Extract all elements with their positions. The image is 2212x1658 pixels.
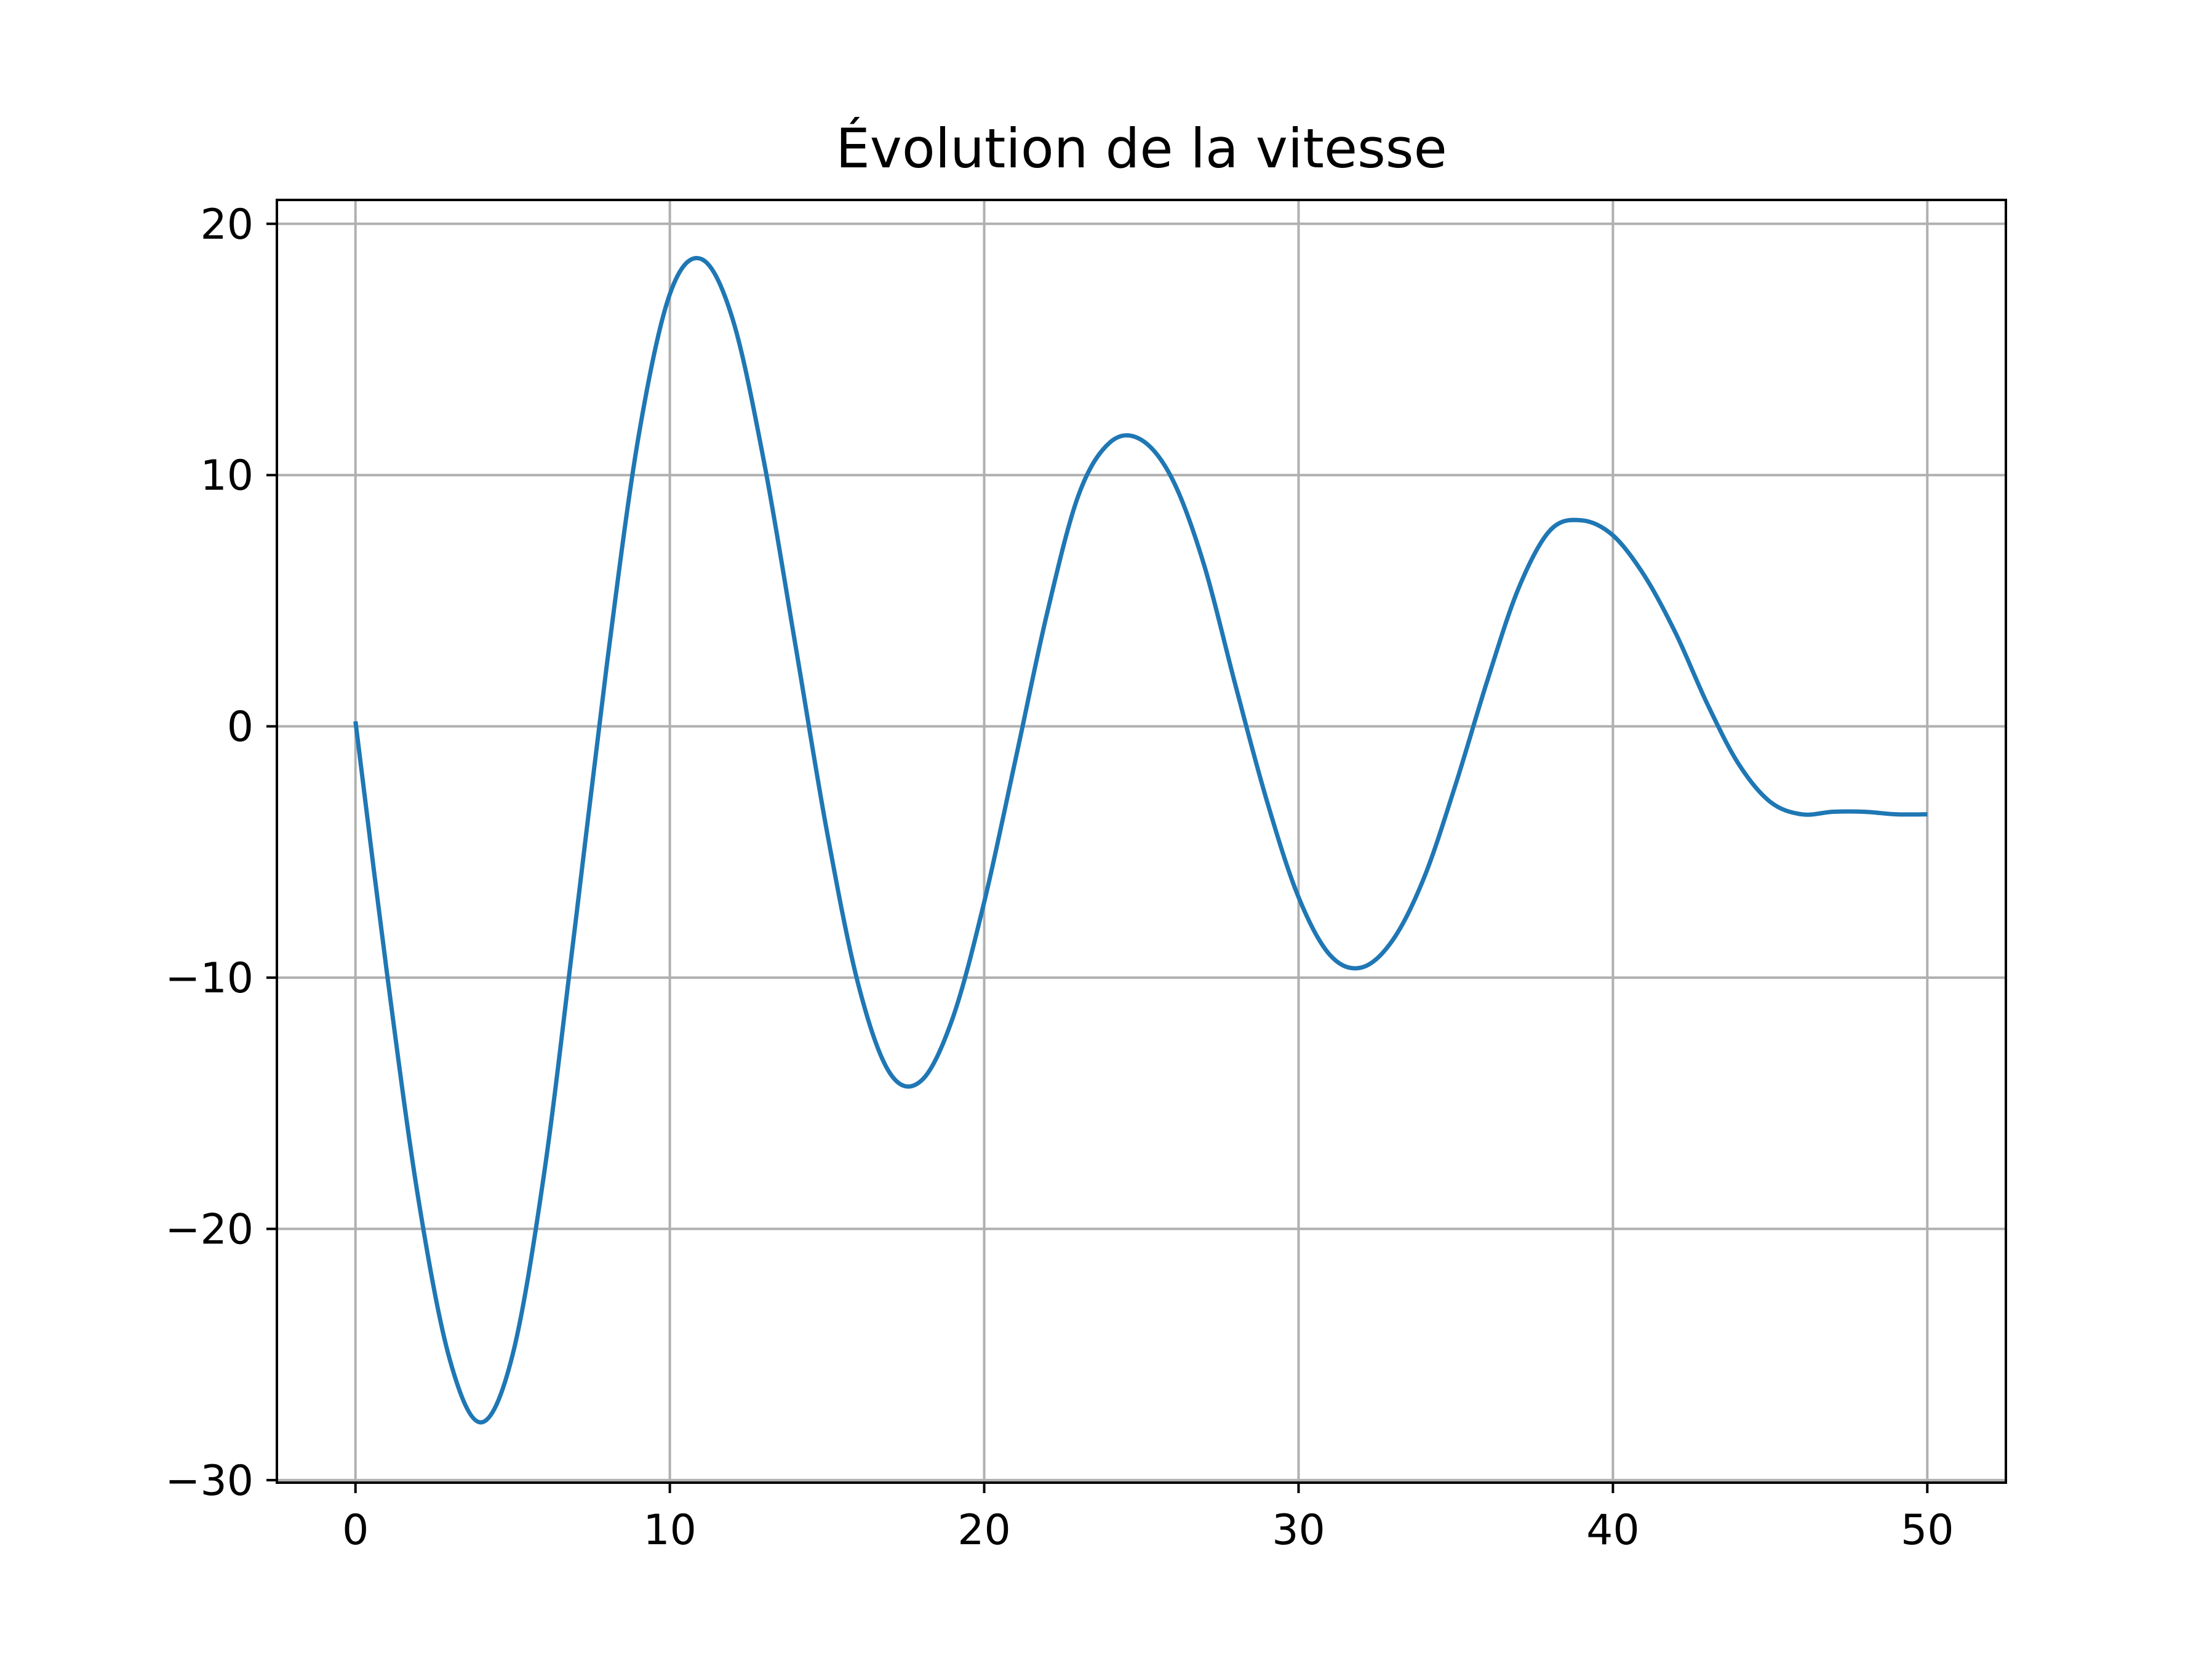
- y-tick-label: 10: [200, 452, 254, 500]
- y-tick-label: −30: [165, 1457, 254, 1505]
- y-tick-label: −10: [165, 954, 254, 1003]
- chart-title: Évolution de la vitesse: [836, 117, 1447, 180]
- axes-frame: [276, 199, 2007, 1484]
- series-layer: [353, 256, 1928, 1425]
- series-line: [353, 256, 1928, 1425]
- y-axis: −30 −20 −10 0 10 20: [165, 201, 277, 1505]
- x-tick-label: 10: [643, 1506, 697, 1555]
- x-tick-label: 50: [1901, 1506, 1954, 1555]
- x-tick-label: 0: [342, 1506, 369, 1555]
- x-tick-label: 20: [957, 1506, 1011, 1555]
- x-axis: 0 10 20 30 40 50: [342, 1483, 1954, 1555]
- y-tick-label: 20: [200, 201, 254, 249]
- x-tick-label: 30: [1272, 1506, 1325, 1555]
- x-tick-label: 40: [1586, 1506, 1640, 1555]
- y-tick-label: −20: [165, 1205, 254, 1254]
- y-tick-label: 0: [227, 703, 254, 752]
